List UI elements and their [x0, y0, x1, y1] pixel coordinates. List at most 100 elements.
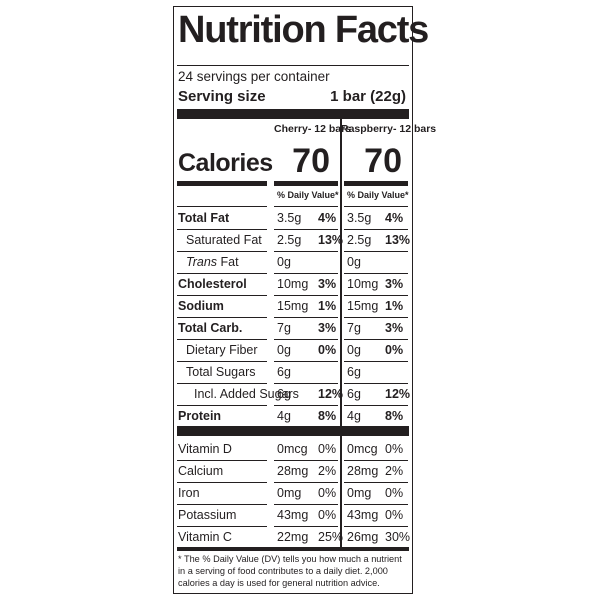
dv-cherry: 3% — [318, 277, 337, 291]
row-divider — [274, 229, 338, 230]
nutrient-label: Total Carb. — [178, 321, 243, 335]
footnote-line-1: * The % Daily Value (DV) tells you how m… — [178, 554, 402, 564]
vitamin-label: Vitamin D — [178, 442, 232, 456]
dv-cherry: 0% — [318, 508, 337, 522]
row-divider — [177, 460, 267, 461]
nutrient-label-italic: Trans — [186, 255, 218, 269]
dv-cherry: 25% — [318, 530, 344, 544]
dv-raspberry: 30% — [385, 530, 411, 544]
footnote-line-2: in a serving of food contributes to a da… — [178, 566, 388, 576]
dv-raspberry: 0% — [385, 486, 404, 500]
dv-cherry: 1% — [318, 299, 337, 313]
label-title: Nutrition Facts — [178, 9, 429, 51]
calories-rule — [177, 181, 267, 186]
nutrient-label: Saturated Fat — [186, 233, 262, 247]
divider — [177, 65, 409, 66]
row-divider — [177, 405, 267, 406]
nutrient-label: Trans Fat — [186, 256, 239, 269]
nutrition-facts-label: Nutrition Facts 24 servings per containe… — [173, 6, 436, 594]
row-divider — [274, 273, 338, 274]
nutrient-label: Total Sugars — [186, 365, 256, 379]
row-divider — [177, 361, 267, 362]
row-divider — [177, 295, 267, 296]
row-divider — [274, 339, 338, 340]
row-divider — [177, 273, 267, 274]
amount-cherry: 7g — [277, 321, 291, 335]
amount-raspberry: 0g — [347, 255, 361, 269]
row-divider — [274, 526, 338, 527]
row-divider — [274, 361, 338, 362]
row-divider — [344, 460, 408, 461]
dv-raspberry: 13% — [385, 233, 411, 247]
row-divider — [177, 383, 267, 384]
dv-raspberry: 2% — [385, 464, 404, 478]
nutrient-label: Sodium — [178, 299, 224, 313]
row-divider — [344, 295, 408, 296]
row-divider — [177, 251, 267, 252]
dv-cherry: 0% — [318, 442, 337, 456]
nutrient-label: Protein — [178, 409, 222, 423]
row-divider — [274, 317, 338, 318]
nutrient-label: Cholesterol — [178, 277, 247, 291]
dv-cherry: 13% — [318, 233, 344, 247]
amount-cherry: 6g — [277, 387, 291, 401]
row-divider — [344, 361, 408, 362]
vitamin-label: Potassium — [178, 508, 237, 522]
amount-raspberry: 0g — [347, 343, 361, 357]
daily-value-header-cherry: % Daily Value* — [277, 190, 339, 200]
row-divider — [344, 405, 408, 406]
dv-raspberry: 1% — [385, 299, 404, 313]
row-divider — [344, 504, 408, 505]
amount-raspberry: 6g — [347, 387, 361, 401]
servings-per-container: 24 servings per container — [178, 69, 330, 84]
amount-cherry: 15mg — [277, 299, 309, 313]
nutrient-label: Dietary Fiber — [186, 343, 258, 357]
row-divider — [177, 504, 267, 505]
dv-cherry: 0% — [318, 343, 337, 357]
amount-cherry: 28mg — [277, 464, 309, 478]
row-divider — [177, 482, 267, 483]
amount-cherry: 0g — [277, 343, 291, 357]
amount-cherry: 3.5g — [277, 211, 302, 225]
amount-raspberry: 7g — [347, 321, 361, 335]
amount-raspberry: 26mg — [347, 530, 379, 544]
dv-cherry: 8% — [318, 409, 337, 423]
dv-raspberry: 12% — [385, 387, 411, 401]
amount-cherry: 0mcg — [277, 442, 308, 456]
dv-raspberry: 8% — [385, 409, 404, 423]
calories-rule — [344, 181, 408, 186]
amount-cherry: 4g — [277, 409, 291, 423]
row-divider — [344, 482, 408, 483]
calories-rule — [274, 181, 338, 186]
serving-size-value: 1 bar (22g) — [330, 88, 406, 105]
amount-raspberry: 10mg — [347, 277, 379, 291]
amount-cherry: 0g — [277, 255, 291, 269]
column-header-raspberry: Raspberry- 12 bars — [341, 123, 437, 135]
vitamin-label: Calcium — [178, 464, 224, 478]
row-divider — [177, 229, 267, 230]
row-divider — [344, 339, 408, 340]
nutrient-label-rest: Fat — [217, 255, 239, 269]
column-header-cherry: Cherry- 12 bars — [274, 123, 352, 135]
row-divider — [177, 339, 267, 340]
amount-raspberry: 0mg — [347, 486, 372, 500]
row-divider — [274, 405, 338, 406]
row-divider — [274, 504, 338, 505]
amount-cherry: 10mg — [277, 277, 309, 291]
row-divider — [344, 206, 408, 207]
dv-cherry: 0% — [318, 486, 337, 500]
dv-raspberry: 0% — [385, 442, 404, 456]
amount-cherry: 43mg — [277, 508, 309, 522]
thick-divider-vitamins — [177, 426, 409, 436]
row-divider — [274, 295, 338, 296]
calories-label: Calories — [178, 149, 273, 177]
dv-raspberry: 0% — [385, 508, 404, 522]
amount-raspberry: 6g — [347, 365, 361, 379]
row-divider — [274, 251, 338, 252]
footnote-line-3: calories a day is used for general nutri… — [178, 578, 380, 588]
dv-raspberry: 4% — [385, 211, 404, 225]
vitamin-label: Vitamin C — [178, 530, 232, 544]
row-divider — [177, 206, 267, 207]
amount-raspberry: 3.5g — [347, 211, 372, 225]
dv-cherry: 12% — [318, 387, 344, 401]
